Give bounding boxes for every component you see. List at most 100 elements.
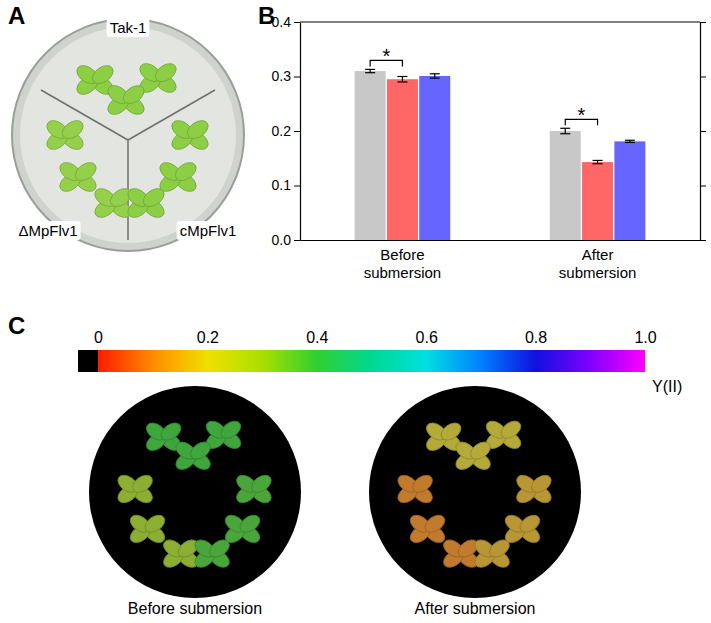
thallus-lobe — [72, 159, 99, 184]
thallus — [472, 536, 513, 570]
error-bar — [560, 128, 570, 133]
category-label: Aftersubmersion — [559, 246, 637, 281]
tick — [700, 186, 706, 187]
axis-line — [99, 348, 646, 349]
thallus-lobe — [59, 117, 86, 142]
axis-line — [301, 240, 701, 241]
thallus — [192, 536, 233, 570]
panel-c: 00.20.40.60.81.0Y(II)Before submersionAf… — [78, 329, 682, 617]
sample-label: ΔMpFlv1 — [18, 222, 77, 239]
thallus-lobe — [248, 472, 274, 496]
bar — [550, 131, 581, 240]
y-axis: 0.0 0.1 0.2 0.3 0.4 — [272, 14, 301, 248]
colorbar-label: Y(II) — [652, 378, 682, 395]
error-cap — [365, 72, 375, 73]
thallus-lobe — [409, 472, 435, 496]
thallus-lobe — [237, 512, 263, 536]
tick: 0.2 — [272, 123, 300, 139]
error-cap — [560, 133, 570, 134]
imaging-field — [89, 386, 301, 598]
thallus — [169, 117, 212, 153]
thallus-lobe — [187, 439, 213, 463]
tick-label: 1.0 — [634, 329, 656, 346]
thallus — [173, 439, 214, 473]
thallus — [125, 185, 168, 221]
tick-mark — [700, 77, 706, 78]
label-background — [177, 221, 240, 240]
error-cap — [625, 142, 635, 143]
tick: 0.1 — [272, 177, 300, 193]
figure: ABCTak-1ΔMpFlv1cMpFlv10.00.10.20.30.4Bef… — [0, 0, 711, 623]
label-background — [15, 221, 80, 240]
tick-label: 0.4 — [272, 14, 292, 30]
bar — [419, 76, 450, 240]
thallus — [115, 472, 156, 506]
tick: 1.0 — [634, 329, 656, 346]
error-bar — [365, 69, 375, 72]
thallus-lobe — [140, 185, 167, 210]
error-cap — [430, 78, 440, 79]
error-bar — [397, 77, 407, 82]
tick-label: 0.8 — [525, 329, 547, 346]
tick-mark — [294, 77, 300, 78]
tick — [700, 77, 706, 78]
petri-dish — [12, 19, 244, 251]
plot-frame — [300, 21, 700, 22]
tick-label: 0.2 — [197, 329, 219, 346]
tick-mark — [294, 131, 300, 132]
thallus — [222, 512, 263, 546]
tick — [700, 22, 706, 23]
error-cap — [593, 163, 603, 164]
thallus — [57, 159, 100, 195]
colorbar-cap — [78, 350, 98, 372]
thallus-lobe — [528, 472, 554, 496]
tick: Beforesubmersion — [364, 240, 442, 281]
tick: 0.6 — [416, 329, 438, 346]
thallus-lobe — [486, 536, 512, 560]
thallus — [395, 472, 436, 506]
error-cap — [593, 160, 603, 161]
petri-dish-inner — [20, 27, 236, 243]
tick-label: 0.6 — [416, 329, 438, 346]
thallus-lobe — [422, 512, 448, 536]
error-bar — [625, 140, 635, 142]
tick: 0.3 — [272, 68, 300, 84]
thallus — [440, 536, 481, 570]
sample-label-group: cMpFlv1 — [177, 221, 240, 240]
thallus-lobe — [152, 60, 179, 85]
error-cap — [430, 73, 440, 74]
tick: 0.0 — [272, 232, 300, 248]
colorbar-axis: 00.20.40.60.81.0 — [94, 329, 657, 348]
error-stem — [565, 128, 566, 133]
tick: 0.2 — [197, 329, 219, 346]
thallus-lobe — [142, 512, 168, 536]
sample-label-group: Tak-1 — [107, 18, 150, 37]
significance-label: * — [578, 104, 586, 126]
thallus — [157, 159, 200, 195]
colorbar — [98, 350, 645, 372]
sample-label-group: ΔMpFlv1 — [15, 221, 80, 240]
thallus — [127, 512, 168, 546]
tick-mark — [700, 22, 706, 23]
sample-label: Tak-1 — [110, 19, 147, 36]
thallus-lobe — [120, 82, 147, 107]
panel-a: Tak-1 ΔMpFlv1 cMpFlv1 — [12, 18, 244, 251]
thallus — [502, 512, 543, 546]
tick-label: 0.0 — [272, 232, 292, 248]
tick: 0.4 — [306, 329, 328, 346]
thallus — [44, 117, 87, 153]
error-cap — [365, 69, 375, 70]
sample-label: cMpFlv1 — [180, 222, 237, 239]
imaging-field — [369, 386, 581, 598]
thallus — [160, 536, 201, 570]
error-bar — [593, 160, 603, 163]
error-cap — [397, 76, 407, 77]
error-stem — [402, 77, 403, 82]
image-caption: Before submersion — [128, 600, 262, 617]
thallus-lobe — [206, 536, 232, 560]
tick-mark — [700, 131, 706, 132]
error-cap — [397, 81, 407, 82]
panel-b: 0.0 0.1 0.2 0.3 0.4 Beforesubmersion Aftersubm… — [272, 14, 706, 281]
tick-mark — [700, 240, 706, 241]
thallus — [453, 439, 494, 473]
